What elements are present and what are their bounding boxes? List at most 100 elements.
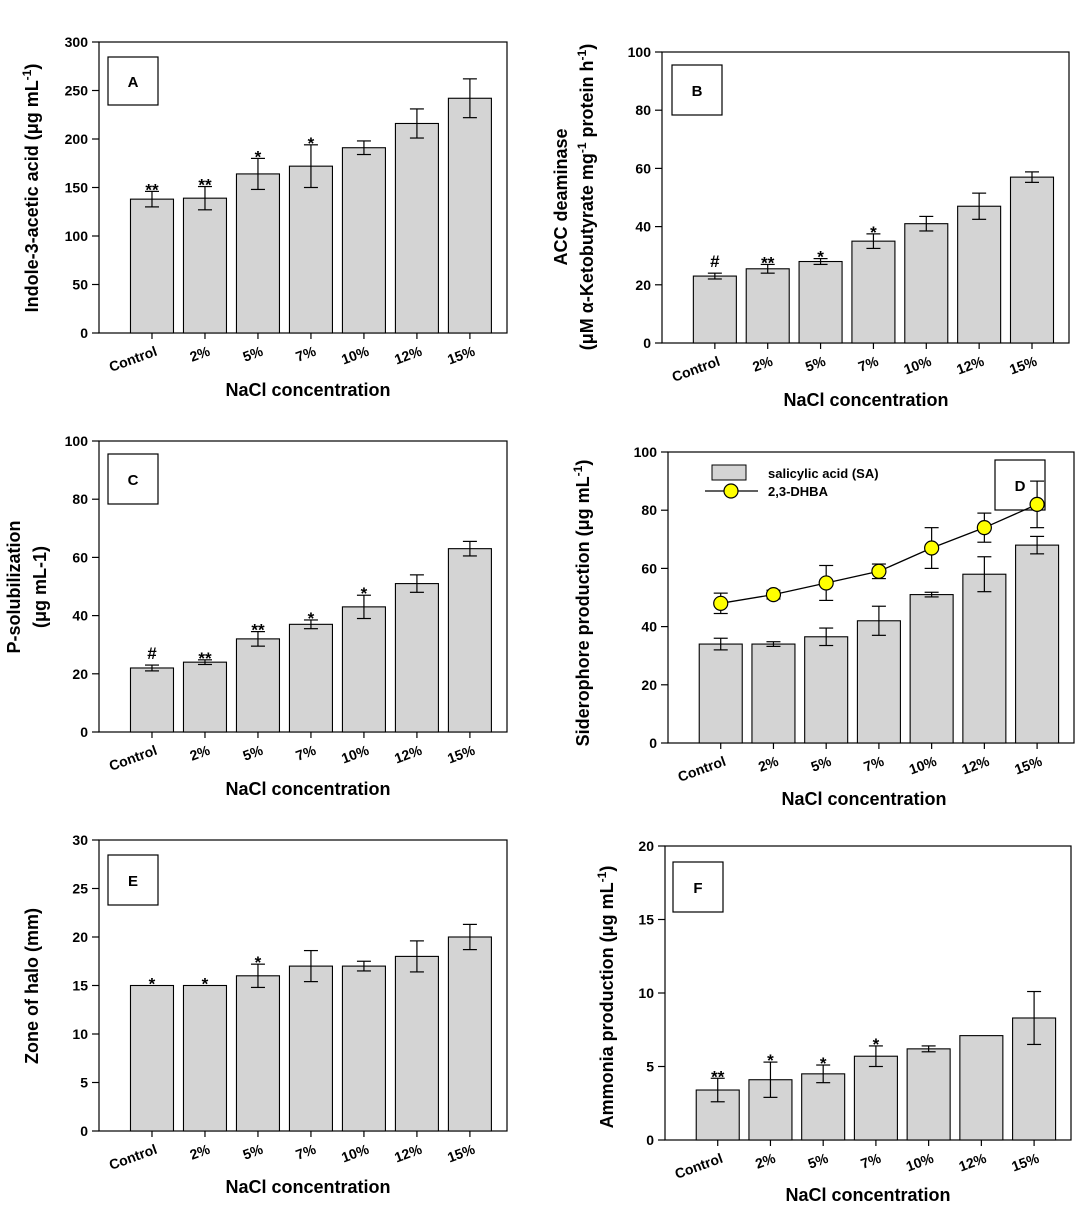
bar bbox=[798, 260, 843, 344]
bar bbox=[856, 620, 901, 744]
bar bbox=[1009, 176, 1055, 344]
x-tick-label: Control bbox=[676, 753, 728, 785]
x-tick-label: 15% bbox=[1012, 753, 1044, 778]
y-tick-label: 15 bbox=[72, 978, 88, 994]
x-tick-label: 12% bbox=[392, 742, 424, 767]
y-axis-title: Indole-3-acetic acid (μg mL-1) bbox=[20, 64, 42, 313]
panel-e: E Zone of halo (mm) NaCl concentration 0… bbox=[22, 832, 508, 1197]
panel-d: D salicylic acid (SA) 2,3-DHBA Sideropho… bbox=[571, 444, 1075, 809]
panel-a: A Indole-3-acetic acid (μg mL-1) NaCl co… bbox=[20, 34, 508, 400]
bar bbox=[692, 275, 737, 344]
y-tick-label: 10 bbox=[72, 1026, 88, 1042]
data-point bbox=[818, 575, 834, 591]
bar bbox=[904, 223, 949, 344]
x-axis-title: NaCl concentration bbox=[225, 1177, 390, 1197]
y-tick-label: 60 bbox=[641, 560, 657, 576]
x-tick-label: 7% bbox=[293, 1141, 318, 1163]
y-tick-label: 100 bbox=[65, 433, 89, 449]
legend-bar-label: salicylic acid (SA) bbox=[768, 466, 879, 481]
x-tick-label: 12% bbox=[960, 753, 992, 778]
x-tick-label: 15% bbox=[1009, 1150, 1041, 1175]
y-tick-label: 0 bbox=[80, 1123, 88, 1139]
bar bbox=[906, 1048, 951, 1141]
x-tick-label: 12% bbox=[392, 1141, 424, 1166]
bar bbox=[129, 667, 175, 733]
legend-marker-swatch bbox=[723, 483, 739, 499]
x-tick-label: 7% bbox=[856, 353, 881, 375]
y-tick-label: 60 bbox=[72, 549, 88, 565]
y-tick-label: 20 bbox=[641, 677, 657, 693]
y-tick-label: 20 bbox=[638, 838, 654, 854]
y-tick-label: 0 bbox=[80, 325, 88, 341]
significance-label: * bbox=[817, 248, 824, 267]
x-tick-label: Control bbox=[107, 1141, 159, 1173]
x-tick-label: 5% bbox=[806, 1150, 831, 1172]
x-tick-label: 10% bbox=[901, 353, 933, 378]
y-tick-label: 40 bbox=[641, 619, 657, 635]
bar bbox=[909, 594, 954, 744]
y-axis-title-line2: (μg mL-1) bbox=[30, 546, 50, 628]
bar bbox=[853, 1055, 898, 1141]
x-tick-label: Control bbox=[670, 353, 722, 385]
y-tick-label: 0 bbox=[643, 335, 651, 351]
significance-label: * bbox=[820, 1054, 827, 1073]
x-tick-label: 12% bbox=[957, 1150, 989, 1175]
bar bbox=[288, 165, 333, 334]
bar bbox=[288, 623, 333, 733]
legend: salicylic acid (SA) 2,3-DHBA bbox=[705, 464, 879, 499]
bar bbox=[129, 198, 175, 334]
bar bbox=[341, 965, 386, 1132]
x-tick-label: 5% bbox=[241, 343, 266, 365]
bar bbox=[394, 583, 439, 733]
x-axis-title: NaCl concentration bbox=[781, 789, 946, 809]
y-tick-label: 50 bbox=[72, 277, 88, 293]
panel-label: B bbox=[692, 83, 703, 100]
x-tick-label: 10% bbox=[339, 742, 371, 767]
y-tick-label: 0 bbox=[646, 1132, 654, 1148]
x-tick-label: 10% bbox=[904, 1150, 936, 1175]
significance-label: ** bbox=[251, 621, 265, 640]
bar bbox=[235, 638, 281, 733]
bar bbox=[394, 955, 439, 1132]
x-axis-title: NaCl concentration bbox=[225, 779, 390, 799]
x-tick-label: 15% bbox=[1007, 353, 1039, 378]
x-tick-label: 15% bbox=[445, 742, 477, 767]
x-axis-title: NaCl concentration bbox=[225, 380, 390, 400]
x-tick-label: 2% bbox=[188, 742, 213, 764]
y-tick-label: 80 bbox=[72, 491, 88, 507]
x-tick-label: 5% bbox=[809, 753, 834, 775]
y-axis-title: Ammonia production (μg mL-1) bbox=[595, 866, 617, 1129]
panel-label-box bbox=[107, 56, 159, 106]
panel-label: D bbox=[1015, 478, 1026, 495]
y-tick-label: 40 bbox=[72, 608, 88, 624]
x-tick-label: 2% bbox=[756, 753, 781, 775]
x-tick-label: 10% bbox=[339, 343, 371, 368]
x-axis-title: NaCl concentration bbox=[783, 390, 948, 410]
bar bbox=[447, 97, 492, 334]
y-axis-title: Siderophore production (μg mL-1) bbox=[571, 460, 593, 747]
x-tick-label: Control bbox=[107, 742, 159, 774]
x-tick-label: 7% bbox=[293, 742, 318, 764]
bar bbox=[182, 197, 228, 334]
panel-label: A bbox=[128, 74, 139, 91]
bar bbox=[182, 984, 228, 1132]
bar bbox=[341, 147, 386, 334]
bar bbox=[851, 240, 896, 344]
panel-label-box bbox=[107, 453, 159, 505]
bar bbox=[182, 661, 228, 733]
x-tick-label: 10% bbox=[339, 1141, 371, 1166]
legend-line-label: 2,3-DHBA bbox=[768, 484, 829, 499]
bar bbox=[129, 984, 175, 1132]
x-tick-label: Control bbox=[673, 1150, 725, 1182]
significance-label: ** bbox=[761, 253, 775, 272]
y-tick-label: 10 bbox=[638, 985, 654, 1001]
y-tick-label: 15 bbox=[638, 912, 654, 928]
bar bbox=[804, 636, 849, 744]
y-tick-label: 5 bbox=[80, 1075, 88, 1091]
x-tick-label: 2% bbox=[188, 343, 213, 365]
y-tick-label: 150 bbox=[65, 180, 89, 196]
significance-label: * bbox=[149, 975, 156, 994]
